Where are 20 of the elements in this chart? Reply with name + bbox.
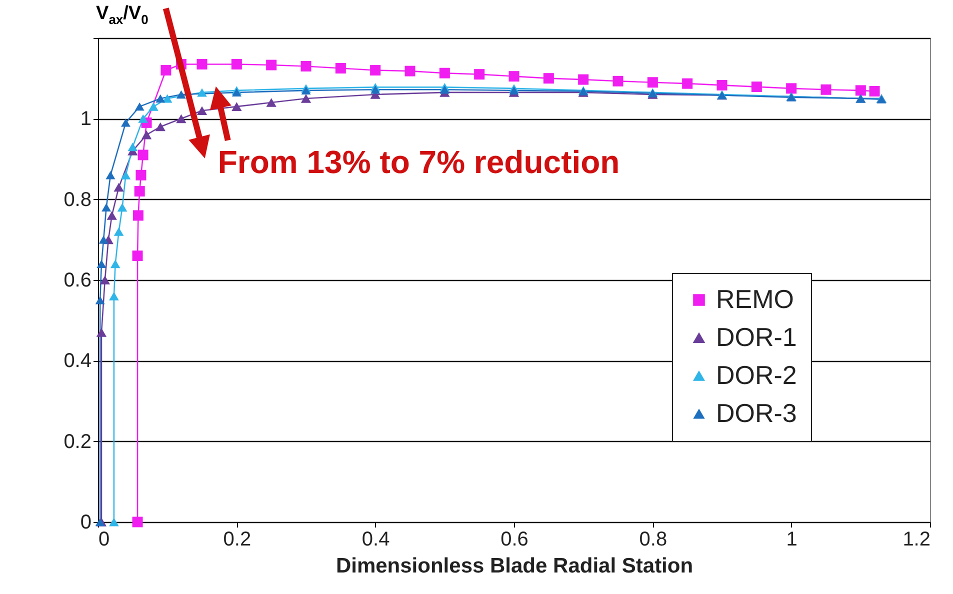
x-tick-label: 0.8 — [639, 528, 668, 550]
x-tick-label: 0.6 — [500, 528, 528, 550]
y-tick-label: 0.8 — [64, 188, 92, 211]
x-tick-label: 0 — [98, 528, 110, 550]
y-tick-label: 0 — [80, 512, 92, 534]
y-tick-label: 1 — [80, 108, 92, 130]
legend-label: DOR-3 — [716, 398, 797, 428]
y-tick-label: 0.4 — [64, 350, 92, 372]
annotation: From 13% to 7% reduction — [218, 144, 620, 182]
x-tick-label: 0.4 — [362, 528, 390, 550]
x-axis-title: Dimensionless Blade Radial Station — [336, 554, 694, 578]
y-tick-label: 0.2 — [64, 430, 92, 453]
legend-label: DOR-1 — [716, 322, 797, 352]
y-tick-label: 0.6 — [64, 270, 92, 292]
x-tick-label: 1.2 — [902, 528, 930, 550]
y-axis-title: V$_{ax}$/V$_{0}$ — [96, 3, 148, 27]
legend-label: DOR-2 — [716, 360, 797, 390]
x-tick-label: 1 — [786, 528, 798, 550]
x-tick-label: 0.2 — [223, 528, 252, 550]
legend-label: REMO — [716, 284, 794, 314]
